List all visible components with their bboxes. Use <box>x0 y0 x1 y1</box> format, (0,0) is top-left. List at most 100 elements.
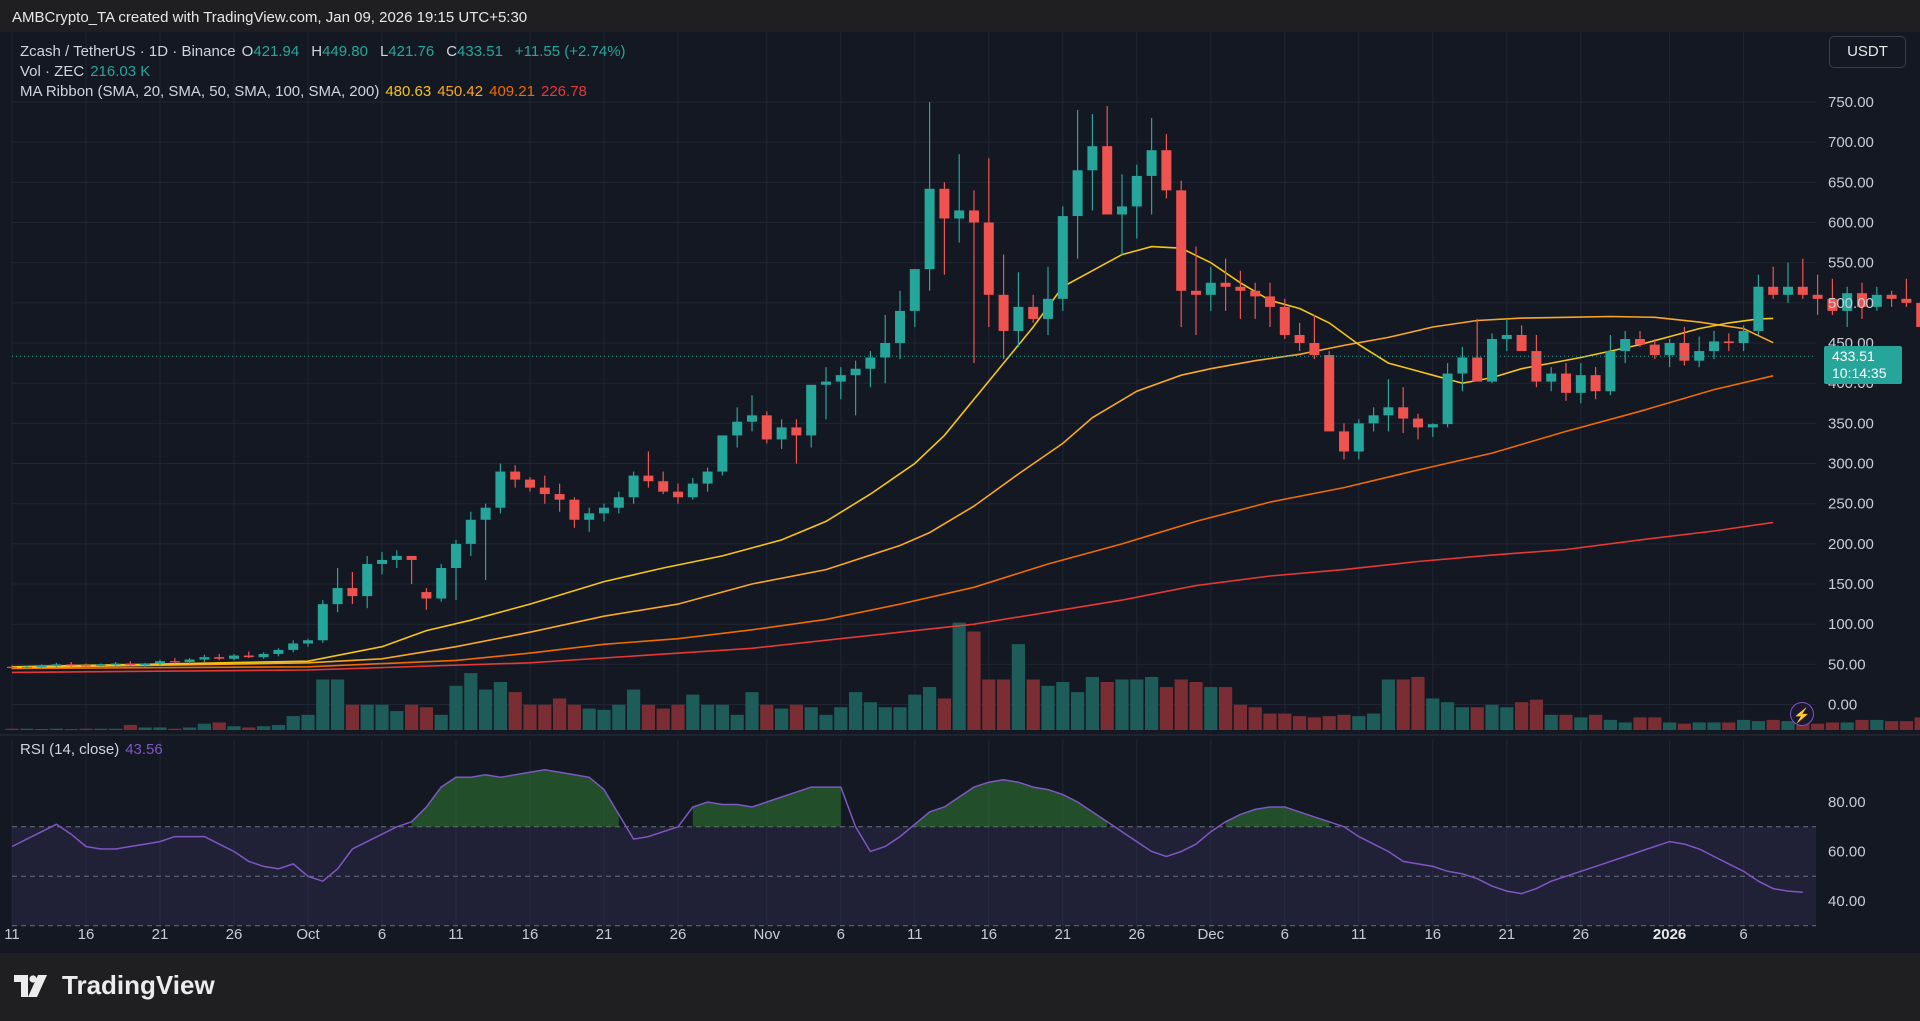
candle[interactable] <box>273 648 284 657</box>
candle[interactable] <box>66 661 77 667</box>
candle[interactable] <box>1797 258 1808 299</box>
candle[interactable] <box>1590 367 1601 400</box>
candle[interactable] <box>155 659 165 666</box>
candle[interactable] <box>1827 278 1838 315</box>
candle[interactable] <box>895 290 905 360</box>
candle[interactable] <box>880 314 891 384</box>
candle[interactable] <box>1664 339 1675 368</box>
candle[interactable] <box>7 665 17 670</box>
candle[interactable] <box>1294 322 1305 352</box>
candle[interactable] <box>821 367 831 420</box>
candle[interactable] <box>1013 272 1024 348</box>
candle[interactable] <box>717 435 728 476</box>
candle[interactable] <box>1768 266 1779 299</box>
candle[interactable] <box>214 653 225 661</box>
candle[interactable] <box>140 662 151 667</box>
candle[interactable] <box>909 269 920 327</box>
candle[interactable] <box>1279 298 1290 340</box>
candle[interactable] <box>1812 274 1823 315</box>
candle[interactable] <box>1501 318 1512 352</box>
candle[interactable] <box>1235 270 1246 319</box>
rsi-label[interactable]: RSI (14, close) <box>20 741 120 758</box>
candle[interactable] <box>1368 407 1379 432</box>
candle[interactable] <box>599 503 609 522</box>
candle[interactable] <box>125 661 136 666</box>
candle[interactable] <box>1102 106 1113 215</box>
candle[interactable] <box>835 367 846 400</box>
candle[interactable] <box>673 483 683 504</box>
candle[interactable] <box>924 102 935 291</box>
candle[interactable] <box>465 511 476 556</box>
candle[interactable] <box>317 600 328 643</box>
candle[interactable] <box>1753 274 1764 335</box>
candle[interactable] <box>1871 286 1882 311</box>
candle[interactable] <box>569 497 580 528</box>
candle[interactable] <box>1842 286 1853 327</box>
candle[interactable] <box>1353 419 1364 460</box>
candle[interactable] <box>1191 246 1201 335</box>
candle[interactable] <box>243 651 254 658</box>
volume-label[interactable]: Vol · ZEC <box>20 63 85 80</box>
candle[interactable] <box>1131 164 1142 239</box>
candle[interactable] <box>865 351 876 388</box>
candle[interactable] <box>1679 326 1690 366</box>
candle[interactable] <box>1561 363 1571 401</box>
candle[interactable] <box>480 503 491 581</box>
candle[interactable] <box>1916 275 1920 327</box>
candle[interactable] <box>658 471 669 495</box>
candle[interactable] <box>451 539 461 601</box>
candle[interactable] <box>687 477 698 500</box>
candle[interactable] <box>391 550 402 568</box>
candle[interactable] <box>1635 330 1645 348</box>
lightning-icon[interactable]: ⚡ <box>1790 702 1814 726</box>
candle[interactable] <box>1709 330 1719 360</box>
candle[interactable] <box>377 551 387 575</box>
candle[interactable] <box>1057 206 1068 311</box>
candle[interactable] <box>1575 363 1586 404</box>
candle[interactable] <box>1161 134 1172 199</box>
candle[interactable] <box>1043 266 1053 335</box>
candle[interactable] <box>406 555 417 585</box>
candle[interactable] <box>939 182 950 275</box>
candle[interactable] <box>1205 266 1216 311</box>
candle[interactable] <box>732 407 743 448</box>
candle[interactable] <box>850 360 861 416</box>
candle[interactable] <box>436 563 447 602</box>
candle[interactable] <box>998 254 1009 360</box>
candle[interactable] <box>1723 333 1734 352</box>
candle[interactable] <box>36 664 47 669</box>
candle[interactable] <box>806 384 817 448</box>
candle[interactable] <box>1783 262 1793 303</box>
candle[interactable] <box>347 571 358 605</box>
candle[interactable] <box>1220 258 1231 311</box>
candle[interactable] <box>1472 318 1483 382</box>
candle[interactable] <box>1146 118 1157 215</box>
candle[interactable] <box>1694 336 1705 368</box>
candle[interactable] <box>1886 290 1897 307</box>
candle[interactable] <box>332 567 343 613</box>
candle[interactable] <box>1383 379 1394 432</box>
candle[interactable] <box>525 477 535 492</box>
candle[interactable] <box>110 661 121 666</box>
candle[interactable] <box>1072 110 1083 259</box>
candle[interactable] <box>199 654 210 662</box>
candle[interactable] <box>1117 174 1127 255</box>
candle[interactable] <box>1901 278 1912 307</box>
candle[interactable] <box>1028 294 1039 323</box>
candle[interactable] <box>1649 339 1660 360</box>
candle[interactable] <box>1309 314 1320 360</box>
candle[interactable] <box>258 652 269 659</box>
candle[interactable] <box>1487 333 1497 384</box>
candle[interactable] <box>983 158 994 327</box>
candle[interactable] <box>554 483 565 512</box>
candle[interactable] <box>791 419 802 464</box>
candle[interactable] <box>1427 423 1438 438</box>
candle[interactable] <box>1250 282 1261 319</box>
candle[interactable] <box>1738 325 1749 352</box>
candle[interactable] <box>229 653 239 661</box>
candle[interactable] <box>747 395 757 432</box>
candle[interactable] <box>539 475 550 504</box>
candle[interactable] <box>1398 387 1409 434</box>
candle[interactable] <box>1516 325 1527 352</box>
symbol-title[interactable]: Zcash / TetherUS · 1D · Binance <box>20 43 236 60</box>
